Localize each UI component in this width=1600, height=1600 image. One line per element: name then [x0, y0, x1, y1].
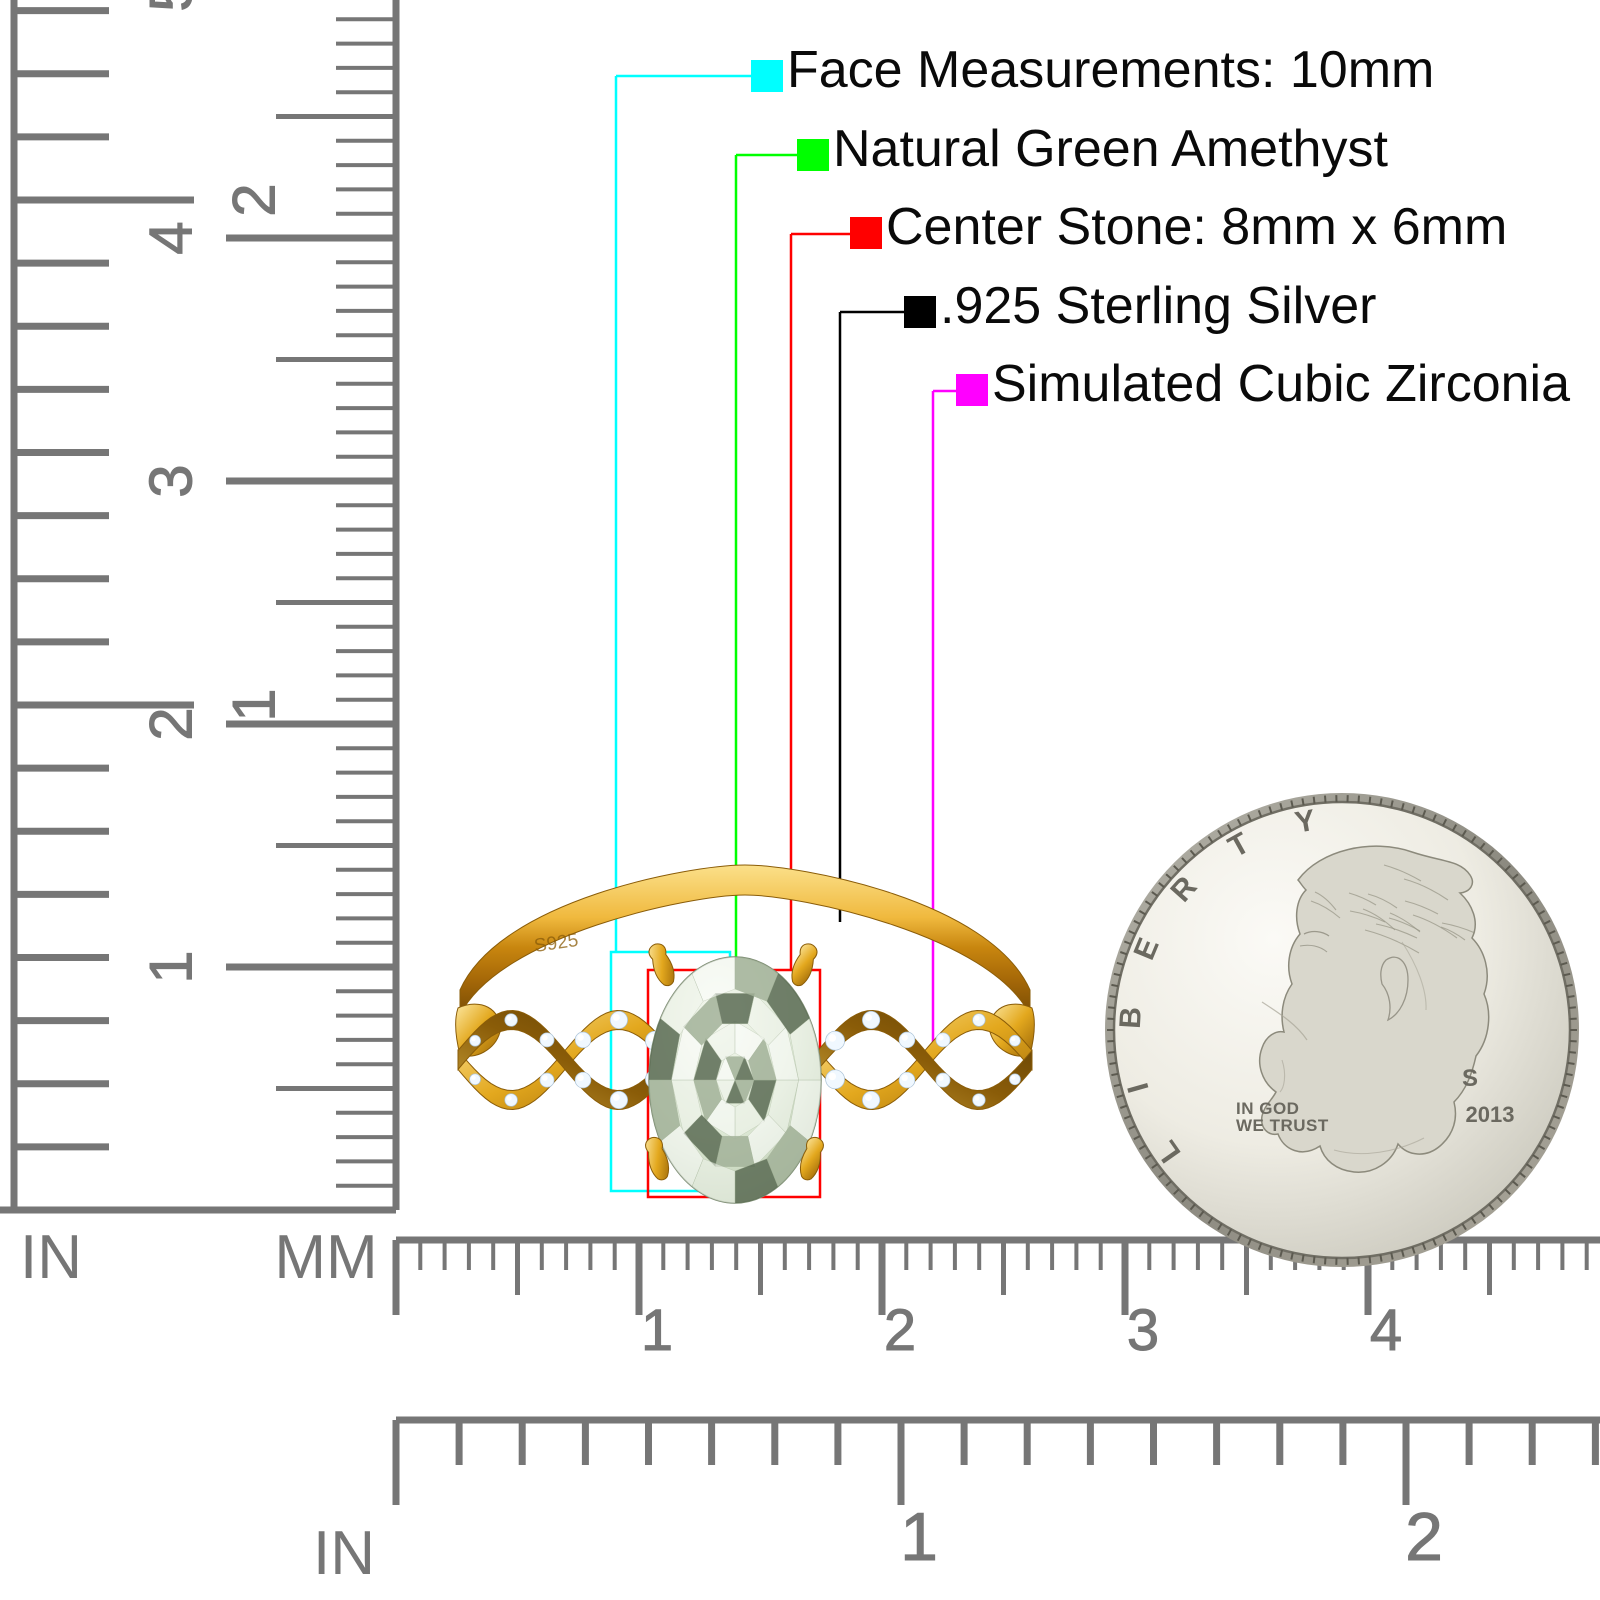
svg-text:5: 5 [138, 0, 205, 12]
svg-text:2: 2 [1405, 1499, 1443, 1575]
svg-text:3: 3 [1127, 1298, 1159, 1363]
svg-text:IN: IN [20, 1223, 82, 1292]
svg-text:2: 2 [138, 707, 205, 740]
svg-text:1: 1 [641, 1298, 673, 1363]
svg-text:B: B [1114, 1006, 1148, 1030]
svg-text:Natural Green Amethyst: Natural Green Amethyst [833, 120, 1388, 178]
svg-text:2013: 2013 [1466, 1102, 1515, 1127]
svg-text:Face Measurements: 10mm: Face Measurements: 10mm [787, 41, 1434, 99]
svg-text:WE TRUST: WE TRUST [1236, 1116, 1329, 1135]
svg-text:1: 1 [221, 688, 288, 721]
svg-text:IN: IN [313, 1519, 375, 1588]
svg-text:3: 3 [138, 464, 205, 497]
svg-text:MM: MM [274, 1223, 377, 1292]
svg-text:2: 2 [221, 183, 288, 216]
svg-text:1: 1 [138, 950, 205, 983]
svg-text:1: 1 [900, 1499, 938, 1575]
svg-text:Center Stone: 8mm x 6mm: Center Stone: 8mm x 6mm [886, 198, 1507, 256]
svg-text:4: 4 [1370, 1298, 1402, 1363]
svg-text:.925 Sterling Silver: .925 Sterling Silver [940, 277, 1376, 335]
svg-text:S: S [1462, 1065, 1478, 1092]
svg-text:2: 2 [884, 1298, 916, 1363]
svg-text:Simulated Cubic Zirconia: Simulated Cubic Zirconia [992, 355, 1570, 413]
svg-text:4: 4 [138, 221, 205, 254]
